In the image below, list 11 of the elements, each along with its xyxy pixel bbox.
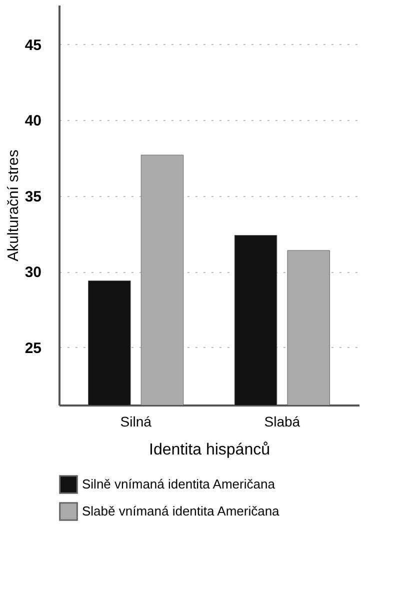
x-tick-label: Silná: [120, 414, 152, 430]
y-tick-label: 35: [24, 188, 42, 206]
x-axis-title: Identita hispánců: [149, 442, 270, 458]
y-tick-label: 30: [24, 264, 42, 282]
y-tick-label: 25: [24, 340, 42, 357]
y-axis-title: Akulturační stres: [4, 150, 22, 262]
y-tick-label: 40: [24, 112, 42, 130]
y-tick-label: 45: [24, 36, 42, 54]
legend-label: Silně vnímaná identita Američana: [82, 476, 276, 492]
legend-label: Slabě vnímaná identita Američana: [82, 504, 280, 518]
x-tick-label: Slabá: [264, 414, 300, 430]
